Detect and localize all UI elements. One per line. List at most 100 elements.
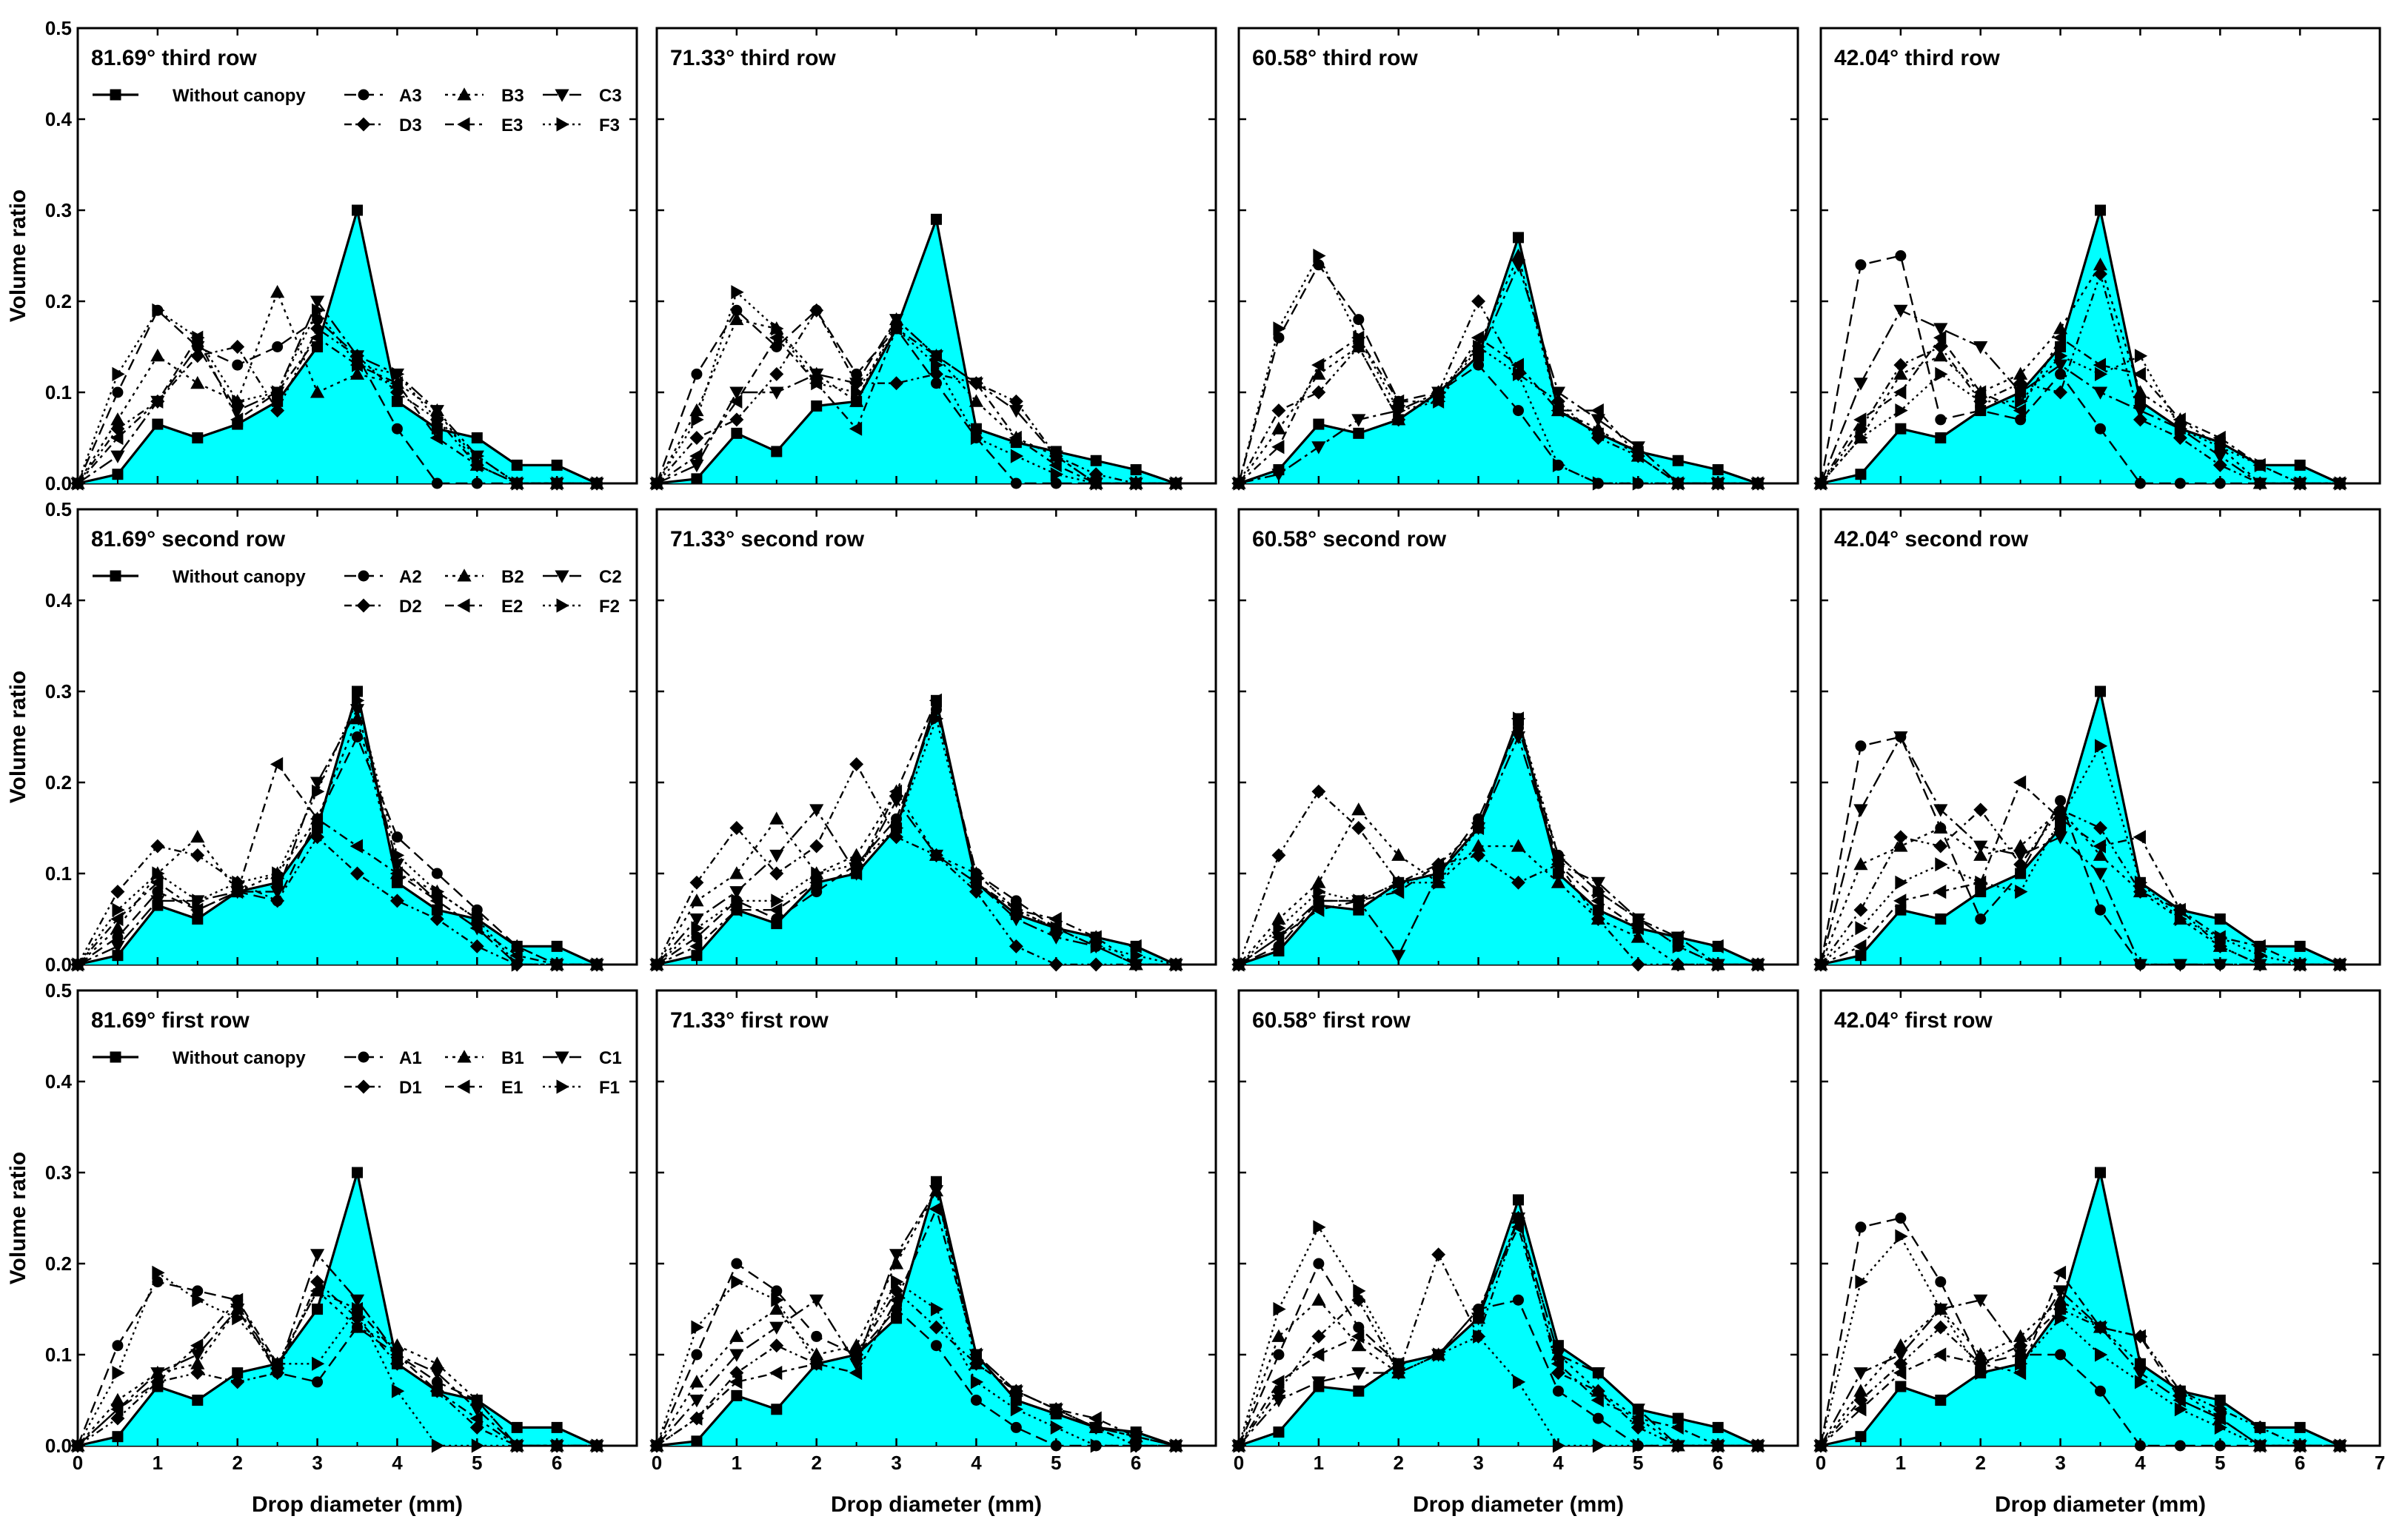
data-point — [1473, 822, 1485, 834]
series-line-b2 — [655, 790, 1177, 966]
legend-marker — [110, 89, 121, 101]
x-tick-label: 3 — [312, 1452, 322, 1474]
data-point — [929, 366, 943, 381]
x-tick-label: 4 — [392, 1452, 403, 1474]
data-point — [1513, 232, 1524, 244]
data-point — [1433, 386, 1445, 398]
data-point — [1271, 403, 1286, 418]
data-point — [891, 1312, 903, 1324]
panel-third-2: 60.58° third row — [1231, 27, 1799, 491]
data-point — [1313, 248, 1326, 264]
data-point — [1933, 323, 1948, 336]
data-point — [2173, 412, 2186, 427]
series-line-f3 — [76, 308, 598, 485]
series-line-c1 — [1238, 1215, 1759, 1447]
data-point — [1513, 405, 1524, 417]
data-point — [691, 950, 703, 962]
data-point — [110, 450, 125, 463]
data-point — [551, 940, 563, 952]
data-point — [1855, 740, 1867, 752]
data-point — [310, 385, 325, 398]
data-point — [769, 866, 784, 881]
data-point — [1271, 421, 1286, 435]
data-point — [312, 341, 324, 352]
x-tick-label: 0 — [1234, 1452, 1244, 1474]
panel-second-0: 0.0 0.1 0.2 0.3 0.4 0.5 81.69° second row Witho… — [45, 498, 638, 976]
data-point — [112, 1431, 124, 1443]
data-point — [771, 1404, 783, 1415]
data-point — [429, 430, 443, 446]
data-point — [270, 893, 285, 908]
data-point — [1631, 1420, 1645, 1435]
legend-label: F1 — [599, 1078, 620, 1098]
data-point — [471, 913, 483, 925]
data-point — [811, 1358, 823, 1369]
data-point — [769, 330, 783, 345]
data-point — [471, 449, 485, 463]
data-point — [2013, 775, 2027, 790]
data-point — [1973, 1294, 1988, 1307]
data-point — [1592, 1412, 1604, 1424]
data-point — [849, 421, 863, 436]
data-point — [2214, 930, 2228, 945]
y-tick-label: 0.4 — [45, 108, 73, 130]
data-point — [1975, 875, 1988, 890]
data-point — [469, 921, 483, 936]
data-point — [1473, 1312, 1485, 1324]
data-point — [771, 893, 784, 908]
data-point — [391, 831, 403, 843]
series-line-e1 — [77, 1290, 598, 1447]
data-point — [2013, 1338, 2028, 1353]
data-point — [809, 1294, 824, 1307]
data-point — [1632, 911, 1646, 927]
legend-label: B1 — [501, 1048, 524, 1068]
data-point — [2254, 940, 2266, 952]
data-point — [1010, 1395, 1022, 1406]
x-tick-label: 7 — [2375, 1452, 2385, 1474]
data-point — [1393, 1358, 1405, 1369]
y-axis-label: Volume ratio — [6, 190, 30, 322]
panel-first-0: 0 1 2 3 4 5 6 0.0 0.1 0.2 0.3 0.4 0.5 81.69° first ro… — [45, 979, 638, 1474]
data-point — [1311, 784, 1326, 799]
series-line-c2 — [77, 707, 598, 966]
data-point — [1431, 857, 1445, 872]
legend-marker — [555, 1051, 569, 1064]
data-point — [1353, 427, 1365, 439]
data-point — [469, 1420, 484, 1435]
x-axis-label: Drop diameter (mm) — [831, 1492, 1042, 1517]
series-line-e1 — [1237, 1224, 1759, 1447]
data-point — [192, 330, 205, 345]
data-point — [1895, 904, 1907, 916]
data-point — [1313, 1381, 1325, 1392]
data-point — [1271, 848, 1286, 862]
x-tick-label: 0 — [73, 1452, 83, 1474]
legend-label: D1 — [399, 1078, 422, 1098]
data-point — [729, 866, 744, 879]
data-point — [1311, 1292, 1326, 1306]
data-point — [190, 848, 205, 862]
data-point — [431, 1385, 443, 1397]
data-point — [1313, 899, 1325, 911]
data-point — [1010, 437, 1022, 449]
data-point — [352, 358, 365, 372]
data-point — [389, 893, 404, 908]
data-point — [2174, 423, 2186, 435]
data-point — [469, 939, 484, 953]
data-point — [1592, 1367, 1604, 1379]
series-line-without-canopy — [77, 1172, 598, 1447]
series-line-b3 — [1820, 262, 2341, 485]
x-tick-label: 2 — [811, 1452, 821, 1474]
data-point — [350, 366, 365, 380]
data-point — [1511, 259, 1526, 272]
data-point — [1632, 922, 1644, 934]
data-point — [931, 1301, 944, 1317]
data-point — [1973, 385, 1987, 400]
series-line-d2 — [76, 835, 598, 966]
y-tick-label: 0.0 — [45, 1435, 72, 1457]
without-canopy-area — [1239, 718, 1759, 965]
panel-title: 71.33° third row — [670, 46, 836, 70]
data-point — [731, 1258, 743, 1270]
data-point — [429, 893, 443, 908]
data-point — [389, 376, 403, 391]
data-point — [1009, 939, 1023, 953]
